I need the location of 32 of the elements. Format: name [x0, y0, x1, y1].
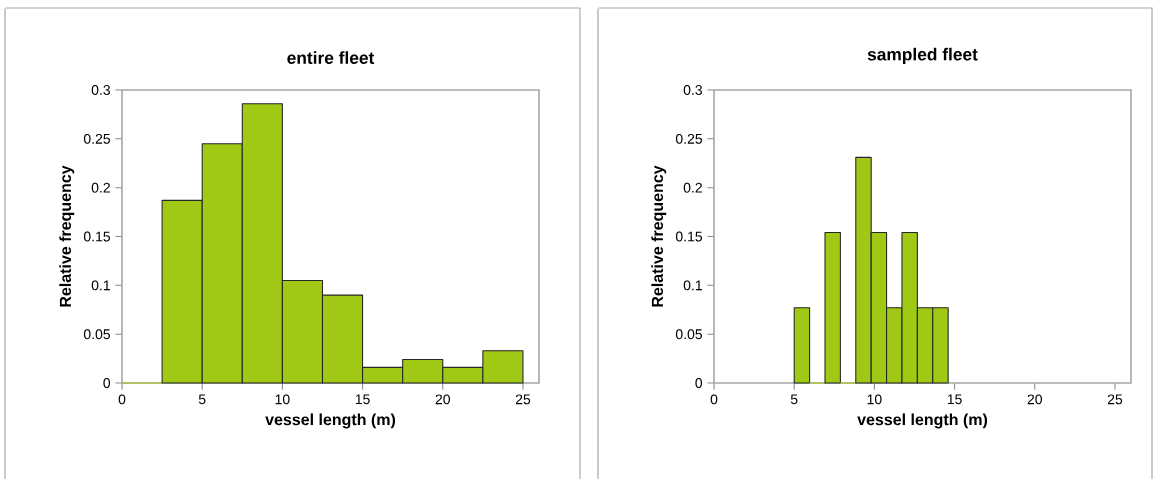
y-axis-title: Relative frequency: [59, 165, 75, 307]
x-tick-label: 25: [515, 394, 531, 405]
x-tick-label: 15: [355, 394, 370, 405]
y-tick-label: 0.2: [683, 182, 702, 193]
y-tick-label: 0.3: [683, 85, 703, 95]
y-tick-label: 0.2: [91, 182, 110, 193]
x-tick-label: 10: [867, 394, 882, 405]
y-tick-label: 0: [103, 378, 111, 388]
y-tick-label: 0.15: [675, 231, 703, 242]
x-tick-label: 15: [947, 394, 962, 405]
chart-title: sampled fleet: [867, 47, 978, 64]
y-tick-label: 0.3: [91, 85, 111, 95]
y-tick-label: 0.15: [83, 231, 111, 242]
x-tick-label: 5: [198, 394, 206, 405]
y-tick-label: 0: [695, 378, 703, 388]
y-tick-label: 0.05: [83, 329, 111, 340]
y-axis-title: Relative frequency: [651, 165, 667, 307]
x-axis-title: vessel length (m): [857, 413, 988, 429]
chart-title: entire fleet: [287, 51, 375, 64]
x-axis-title: vessel length (m): [265, 413, 396, 429]
y-tick-label: 0.05: [675, 329, 703, 340]
x-tick-label: 0: [118, 394, 126, 405]
x-tick-label: 10: [275, 394, 290, 405]
x-tick-label: 20: [435, 394, 451, 405]
x-tick-label: 5: [790, 394, 798, 405]
x-tick-label: 25: [1107, 394, 1123, 405]
y-tick-label: 0.25: [675, 133, 703, 144]
x-tick-label: 0: [710, 394, 718, 405]
y-tick-label: 0.25: [83, 133, 111, 144]
y-tick-label: 0.1: [683, 280, 702, 291]
y-tick-label: 0.1: [91, 280, 110, 291]
x-tick-label: 20: [1027, 394, 1043, 405]
